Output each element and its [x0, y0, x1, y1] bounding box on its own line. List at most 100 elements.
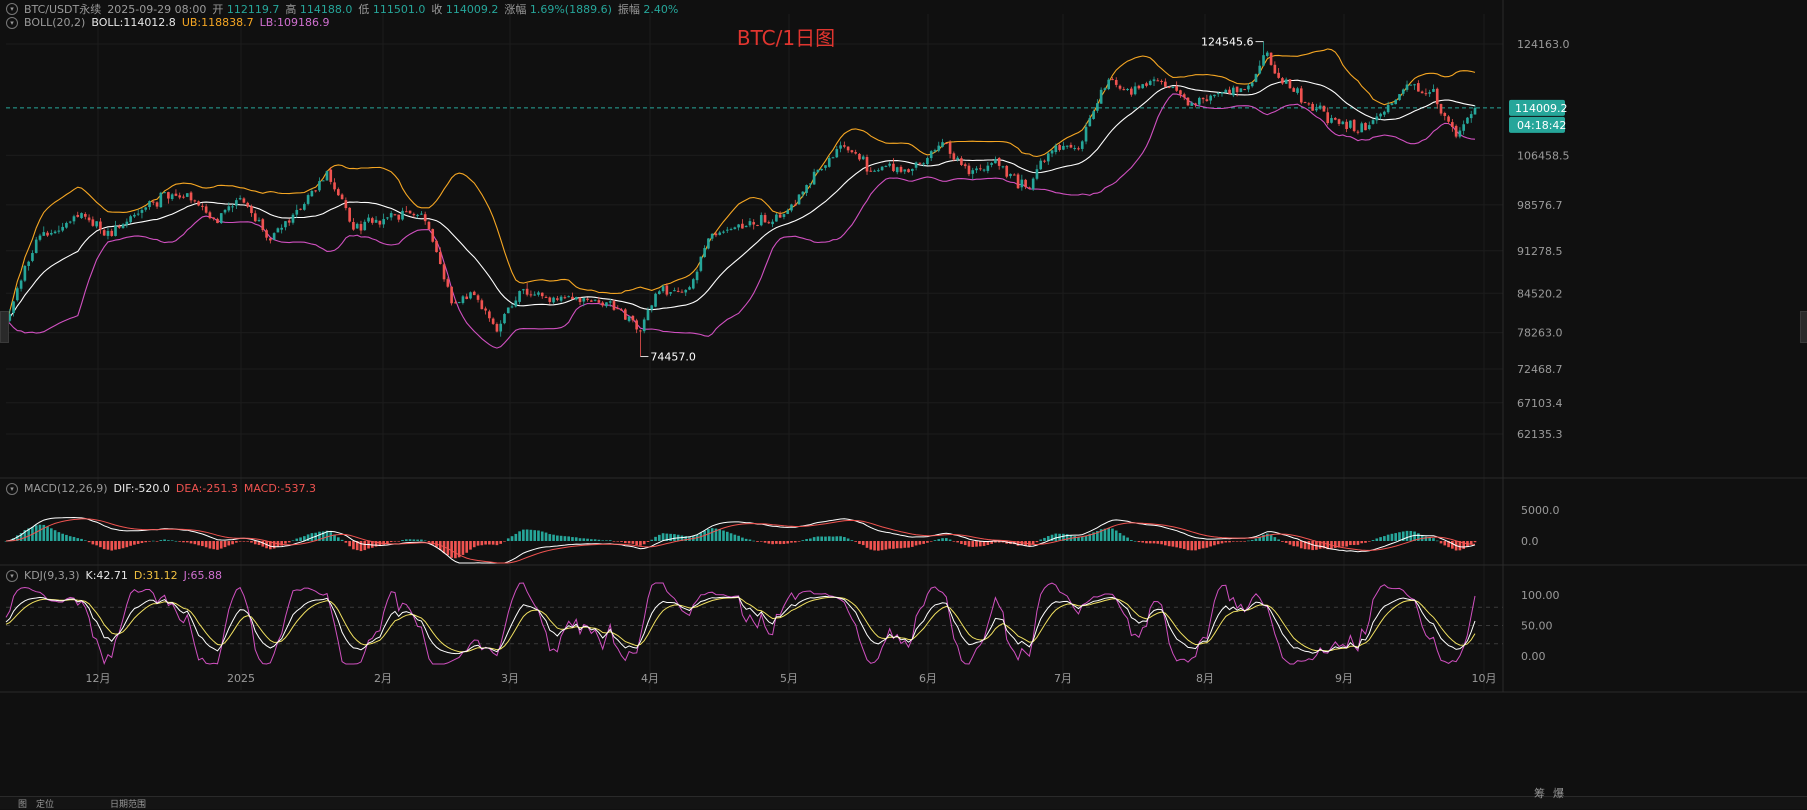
- candle-body: [556, 298, 559, 300]
- tab-date-range[interactable]: 日期范围: [110, 800, 147, 810]
- candle: [1164, 78, 1167, 88]
- macd-bar: [952, 541, 956, 542]
- candle: [1239, 88, 1243, 93]
- candle-body: [907, 169, 910, 173]
- candle-body: [408, 210, 412, 214]
- collapse-icon[interactable]: ▾: [6, 482, 18, 495]
- candle-body: [1356, 131, 1360, 133]
- tab-chart[interactable]: 图: [18, 800, 28, 810]
- candle: [1092, 109, 1095, 120]
- tab-liquidation[interactable]: 爆: [1553, 787, 1564, 800]
- price-tick-label: 62135.3: [1517, 428, 1563, 441]
- boll-ub-value: UB:118838.7: [181, 16, 254, 29]
- macd-bar: [382, 541, 385, 545]
- candle: [744, 225, 748, 228]
- candle: [877, 168, 880, 172]
- collapse-icon[interactable]: ▾: [6, 3, 18, 15]
- candle: [944, 142, 948, 145]
- macd-bar: [756, 541, 759, 542]
- macd-bar: [299, 537, 302, 541]
- macd-bar: [843, 536, 846, 541]
- candle: [272, 232, 276, 241]
- candle: [1111, 77, 1114, 81]
- macd-bar: [793, 541, 797, 543]
- macd-dif-line: [5, 516, 1476, 564]
- candle: [688, 285, 691, 291]
- macd-bar: [1179, 541, 1182, 549]
- candle: [261, 218, 265, 232]
- candle: [899, 165, 903, 174]
- candle-body: [824, 165, 827, 168]
- macd-bar: [997, 541, 1001, 543]
- macd-bar: [608, 540, 612, 541]
- macd-bar: [1288, 541, 1292, 545]
- macd-bar: [1182, 541, 1186, 549]
- candle: [593, 299, 597, 302]
- macd-bar: [933, 540, 937, 541]
- candle-body: [963, 164, 967, 167]
- candle-body: [673, 290, 676, 292]
- candle-body: [1473, 107, 1477, 115]
- collapse-icon[interactable]: ▾: [6, 16, 18, 29]
- candle-body: [303, 204, 306, 210]
- tab-locate[interactable]: 定位: [36, 800, 55, 810]
- candle: [65, 221, 68, 229]
- macd-bar: [1375, 538, 1379, 541]
- macd-bar: [185, 541, 189, 543]
- candle-body: [1152, 79, 1156, 82]
- candle: [389, 210, 393, 221]
- candle: [291, 212, 295, 225]
- candle-body: [480, 300, 484, 310]
- candle-body: [1349, 120, 1352, 128]
- candle-body: [1133, 86, 1137, 95]
- candle-body: [710, 233, 714, 239]
- candle-body: [1209, 95, 1212, 101]
- macd-bar: [948, 539, 952, 541]
- macd-bar: [246, 541, 250, 542]
- candle-body: [729, 229, 733, 231]
- left-panel-handle[interactable]: [0, 311, 9, 343]
- candle: [884, 165, 888, 168]
- macd-bar: [714, 528, 718, 541]
- kdj-name: KDJ(9,3,3): [24, 569, 80, 582]
- macd-bar: [1326, 541, 1330, 550]
- macd-bar: [1039, 539, 1043, 541]
- candle: [53, 230, 57, 234]
- tab-chips[interactable]: 筹: [1534, 787, 1545, 800]
- candle: [265, 228, 268, 241]
- macd-bar: [941, 538, 944, 541]
- x-tick-label: 10月: [1472, 672, 1497, 685]
- collapse-icon[interactable]: ▾: [6, 569, 18, 582]
- macd-bar: [182, 541, 185, 543]
- candle-body: [1413, 84, 1416, 86]
- candle: [378, 220, 382, 228]
- price-tick-label: 78263.0: [1517, 327, 1563, 340]
- macd-bar: [1046, 536, 1050, 541]
- macd-bar: [336, 537, 340, 541]
- macd-bar: [1130, 540, 1133, 541]
- macd-bar: [174, 540, 178, 542]
- candle-body: [1194, 103, 1197, 105]
- macd-bar: [801, 540, 805, 541]
- candle: [1432, 84, 1435, 93]
- candle: [480, 298, 484, 310]
- candle: [144, 206, 148, 212]
- macd-bar: [91, 541, 95, 545]
- candle: [1424, 88, 1428, 97]
- candle: [1035, 164, 1039, 181]
- candle-body: [72, 216, 76, 222]
- macd-bar: [1447, 541, 1450, 548]
- right-panel-handle[interactable]: [1800, 311, 1807, 343]
- candle: [911, 168, 914, 176]
- candle-body: [1065, 145, 1069, 147]
- macd-bar: [1167, 541, 1171, 547]
- macd-bar: [72, 536, 76, 541]
- candle: [148, 200, 151, 210]
- candle: [1265, 50, 1269, 58]
- macd-bar: [295, 538, 299, 541]
- candle: [929, 150, 933, 162]
- candle-body: [1326, 112, 1330, 124]
- macd-bar: [767, 541, 771, 544]
- candle-body: [242, 198, 246, 203]
